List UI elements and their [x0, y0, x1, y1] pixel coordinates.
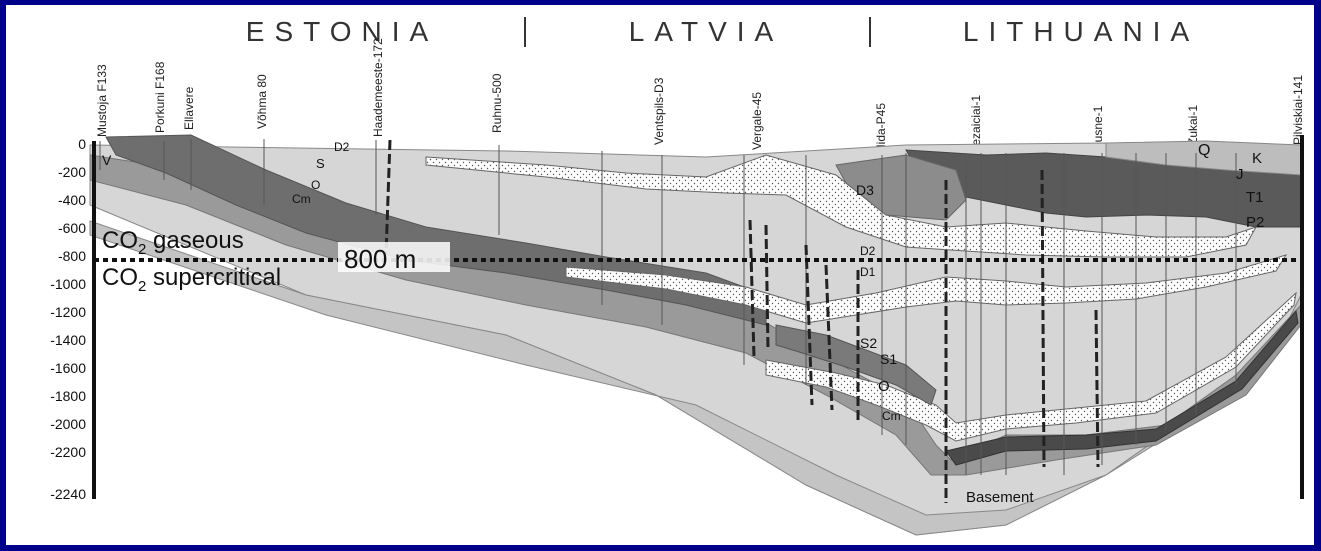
geologic-cross-section: ESTONIA LATVIA LITHUANIA Mustoja F133 Po… — [50, 16, 1305, 536]
unit-label: O — [311, 178, 320, 192]
unit-label: D2 — [860, 244, 876, 258]
sandstone-upper — [425, 154, 1258, 258]
unit-label: S2 — [860, 335, 877, 351]
country-label-estonia: ESTONIA — [246, 16, 438, 47]
cross-section-panel: ESTONIA LATVIA LITHUANIA Mustoja F133 Po… — [6, 5, 1314, 545]
layer-s1-s2 — [775, 324, 937, 406]
co2-gaseous-label: CO2 gaseous — [102, 227, 244, 258]
depth-tick-label: -2240 — [50, 486, 86, 502]
unit-label: Q — [1198, 142, 1210, 159]
layer-q-k — [1105, 140, 1302, 176]
well-label: Rusne-1 — [1091, 105, 1105, 151]
unit-label: O — [878, 378, 890, 395]
well-label: Ruhnu-500 — [490, 73, 504, 133]
co2-supercritical-label: CO2 supercritical — [102, 264, 281, 295]
well-label: Ventspils-D3 — [652, 77, 666, 145]
boundary-depth-label: 800 m — [344, 244, 416, 274]
unit-label: P2 — [1246, 214, 1264, 231]
unit-label: S1 — [880, 351, 897, 367]
depth-tick-label: -2000 — [50, 416, 86, 432]
strata — [89, 134, 1302, 536]
well-label: Nida-P45 — [874, 103, 888, 153]
depth-tick-label: -200 — [58, 164, 86, 180]
basement-label: Basement — [966, 489, 1034, 506]
unit-label: D3 — [856, 182, 874, 198]
country-label-latvia: LATVIA — [629, 16, 783, 47]
well-lines — [99, 139, 1237, 475]
depth-tick-label: -1400 — [50, 332, 86, 348]
layer-d3 — [835, 154, 967, 221]
unit-label: D1 — [860, 265, 876, 279]
depth-tick-label: -400 — [58, 192, 86, 208]
depth-label-bg — [338, 242, 450, 272]
depth-tick-label: -1000 — [50, 276, 86, 292]
unit-label: T1 — [1246, 189, 1264, 206]
depth-tick-label: -2200 — [50, 444, 86, 460]
well-label: Ellavere — [182, 86, 196, 130]
unit-label: Cm — [882, 409, 901, 423]
depth-tick-label: -1800 — [50, 388, 86, 404]
unit-label: Cm — [292, 192, 311, 206]
depth-tick-label: -800 — [58, 248, 86, 264]
unit-label: D2 — [334, 140, 350, 154]
depth-tick-label: -600 — [58, 220, 86, 236]
depth-ticks: 0 -200 -400 -600 -800 -1000 -1200 -1400 … — [50, 136, 86, 502]
unit-label: K — [1252, 150, 1262, 167]
well-label: Mustoja F133 — [95, 64, 109, 137]
well-label: Porkuni F168 — [153, 61, 167, 133]
sandstone-middle — [565, 254, 1288, 324]
well-labels: Mustoja F133 Porkuni F168 Ellavere Võhma… — [95, 38, 1305, 153]
unit-label: V — [102, 152, 112, 168]
well-label: Zukai-1 — [1186, 105, 1200, 145]
well-label: Vezaiciai-1 — [969, 95, 983, 153]
depth-tick-label: -1200 — [50, 304, 86, 320]
country-label-lithuania: LITHUANIA — [963, 16, 1199, 47]
fault-lines — [384, 139, 1100, 503]
unit-label: S — [316, 156, 325, 171]
unit-labels: V S O Cm D2 D3 D2 D1 S2 S1 O Cm Q K J T1… — [102, 140, 1264, 423]
well-label: Võhma 80 — [255, 74, 269, 129]
well-label: Haademeeste-172 — [371, 38, 385, 137]
unit-label: J — [1236, 166, 1244, 183]
depth-tick-label: 0 — [78, 136, 86, 152]
sandstone-lower — [765, 291, 1297, 442]
depth-tick-label: -1600 — [50, 360, 86, 376]
well-label: Vergale-45 — [750, 92, 764, 150]
well-label: Pilviskiai-141 — [1291, 75, 1305, 145]
layer-t1-j — [905, 149, 1302, 228]
